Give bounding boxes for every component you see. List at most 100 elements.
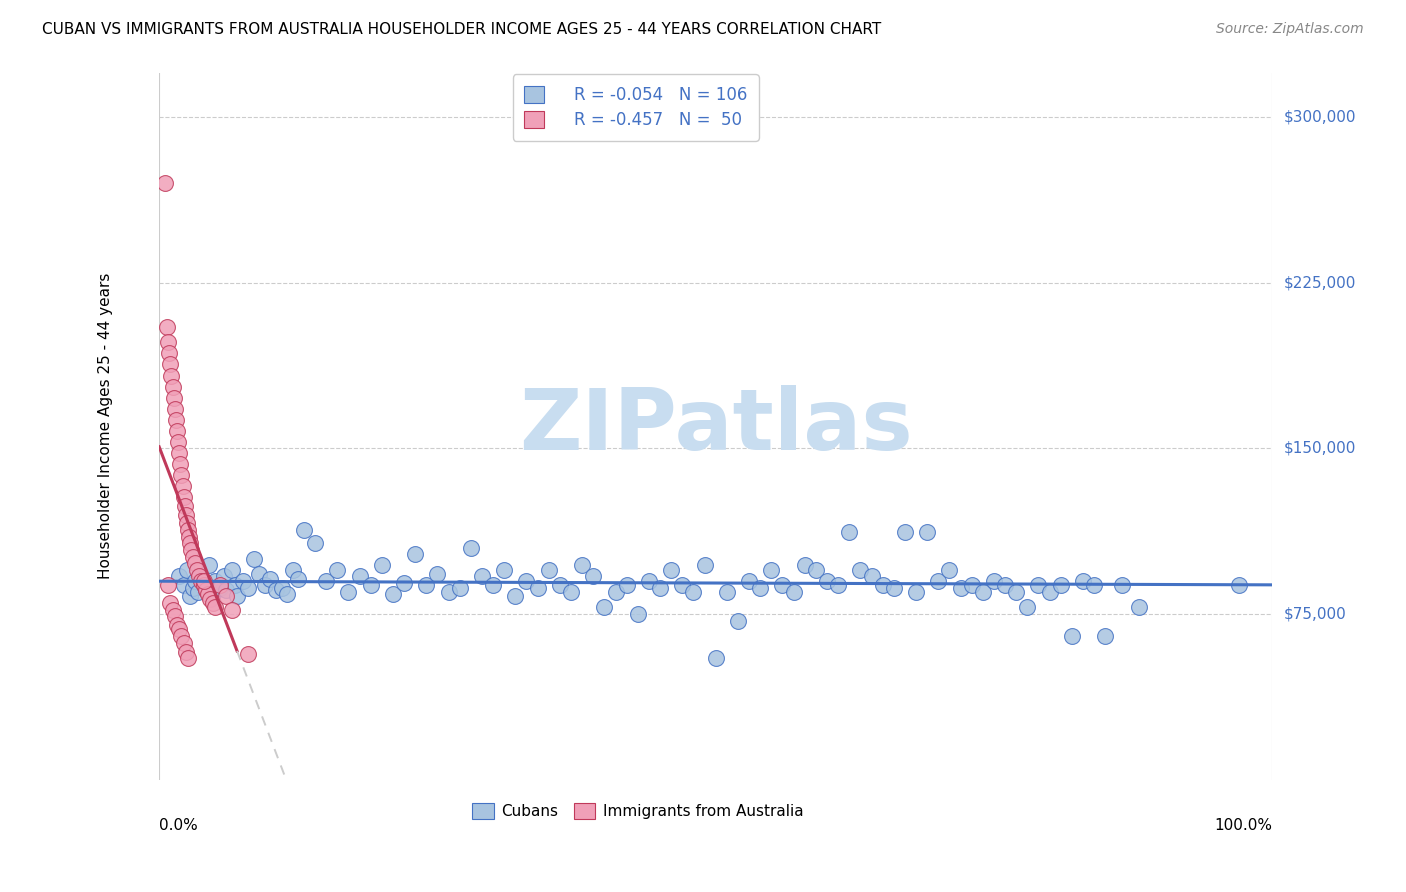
Point	[460, 541, 482, 555]
Point	[287, 572, 309, 586]
Text: $75,000: $75,000	[1284, 607, 1346, 622]
Point	[179, 536, 201, 550]
Point	[682, 585, 704, 599]
Point	[176, 563, 198, 577]
Point	[292, 523, 315, 537]
Point	[381, 587, 404, 601]
Point	[326, 563, 349, 577]
Point	[201, 596, 224, 610]
Text: $150,000: $150,000	[1284, 441, 1355, 456]
Point	[172, 479, 194, 493]
Point	[204, 574, 226, 588]
Point	[392, 576, 415, 591]
Point	[827, 578, 849, 592]
Point	[238, 581, 260, 595]
Point	[193, 578, 215, 592]
Point	[1111, 578, 1133, 592]
Point	[872, 578, 894, 592]
Point	[738, 574, 761, 588]
Point	[360, 578, 382, 592]
Point	[1005, 585, 1028, 599]
Point	[166, 618, 188, 632]
Point	[804, 563, 827, 577]
Point	[270, 581, 292, 595]
Text: 100.0%: 100.0%	[1215, 819, 1272, 833]
Point	[627, 607, 650, 621]
Point	[166, 424, 188, 438]
Point	[1049, 578, 1071, 592]
Point	[167, 434, 190, 449]
Point	[173, 578, 195, 592]
Point	[156, 320, 179, 334]
Point	[560, 585, 582, 599]
Point	[190, 574, 212, 588]
Point	[198, 558, 221, 573]
Text: ZIPatlas: ZIPatlas	[519, 384, 912, 467]
Point	[526, 581, 548, 595]
Point	[960, 578, 983, 592]
Point	[838, 525, 860, 540]
Point	[949, 581, 972, 595]
Point	[157, 346, 180, 360]
Point	[194, 582, 217, 597]
Point	[938, 563, 960, 577]
Point	[180, 543, 202, 558]
Point	[849, 563, 872, 577]
Point	[482, 578, 505, 592]
Point	[194, 582, 217, 597]
Point	[215, 590, 238, 604]
Point	[1028, 578, 1050, 592]
Point	[173, 499, 195, 513]
Point	[153, 177, 176, 191]
Point	[186, 563, 208, 577]
Text: CUBAN VS IMMIGRANTS FROM AUSTRALIA HOUSEHOLDER INCOME AGES 25 - 44 YEARS CORRELA: CUBAN VS IMMIGRANTS FROM AUSTRALIA HOUSE…	[42, 22, 882, 37]
Point	[174, 508, 197, 522]
Point	[176, 516, 198, 531]
Point	[184, 574, 207, 588]
Point	[204, 600, 226, 615]
Point	[159, 358, 181, 372]
Point	[704, 651, 727, 665]
Point	[349, 569, 371, 583]
Point	[1017, 600, 1039, 615]
Point	[749, 581, 772, 595]
Point	[894, 525, 917, 540]
Point	[221, 563, 243, 577]
Point	[247, 567, 270, 582]
Point	[238, 647, 260, 661]
Point	[1128, 600, 1150, 615]
Point	[315, 574, 337, 588]
Point	[163, 401, 186, 416]
Point	[157, 578, 180, 592]
Point	[605, 585, 627, 599]
Point	[221, 602, 243, 616]
Point	[1227, 578, 1250, 592]
Point	[905, 585, 928, 599]
Point	[190, 572, 212, 586]
Point	[181, 581, 204, 595]
Text: $300,000: $300,000	[1284, 110, 1355, 125]
Point	[160, 368, 183, 383]
Point	[179, 590, 201, 604]
Point	[165, 412, 187, 426]
Point	[188, 569, 211, 583]
Point	[782, 585, 804, 599]
Point	[815, 574, 838, 588]
Point	[179, 530, 201, 544]
Point	[471, 569, 494, 583]
Point	[200, 591, 222, 606]
Legend: Cubans, Immigrants from Australia: Cubans, Immigrants from Australia	[467, 797, 810, 825]
Point	[537, 563, 560, 577]
Point	[772, 578, 794, 592]
Point	[337, 585, 360, 599]
Point	[1039, 585, 1062, 599]
Point	[883, 581, 905, 595]
Text: 0.0%: 0.0%	[159, 819, 198, 833]
Point	[215, 582, 238, 597]
Point	[224, 578, 246, 592]
Point	[201, 587, 224, 601]
Point	[304, 536, 326, 550]
Point	[693, 558, 716, 573]
Point	[170, 467, 193, 482]
Point	[716, 585, 738, 599]
